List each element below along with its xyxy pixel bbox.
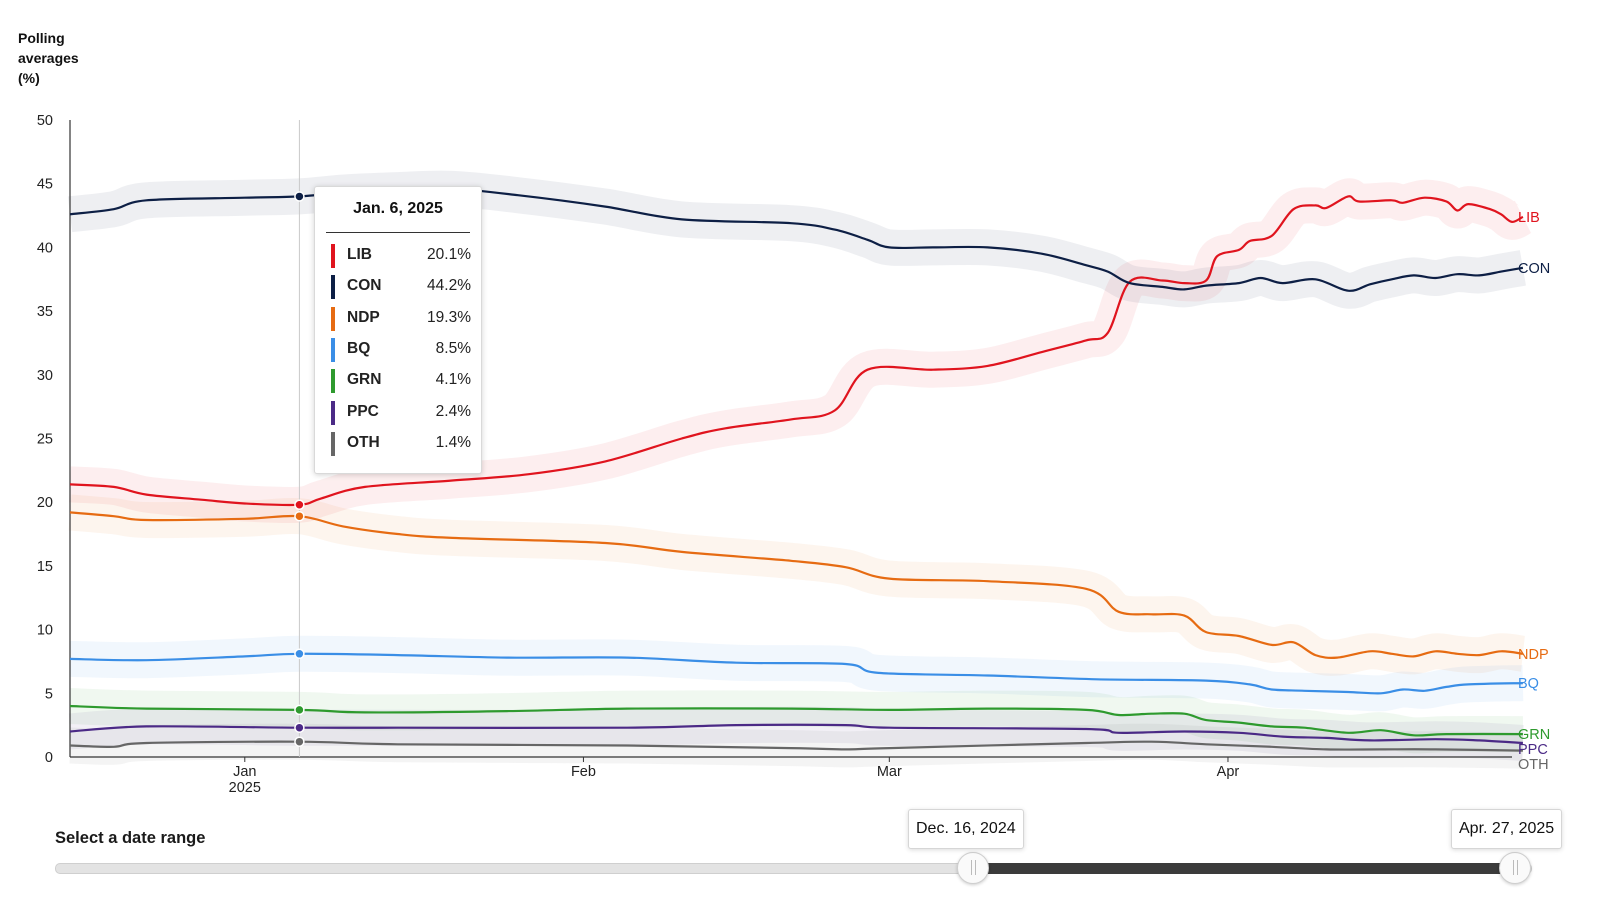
date-range-label: Select a date range (55, 829, 206, 847)
date-range-end-label: Apr. 27, 2025 (1451, 809, 1563, 849)
end-label-oth: OTH (1518, 757, 1549, 773)
date-range-selected (972, 863, 1515, 874)
tooltip-row-lib: LIB 20.1% (331, 243, 471, 268)
tooltip-row-grn: GRN 4.1% (331, 368, 471, 394)
tooltip-swatch (331, 431, 335, 456)
hover-dot-grn (294, 704, 305, 716)
x-tick-label: Apr (1217, 764, 1240, 780)
x-tick-label: Mar (877, 764, 902, 780)
tooltip-party: NDP (347, 308, 380, 326)
y-tick-label: 30 (37, 368, 53, 384)
tooltip-swatch (331, 306, 335, 331)
tooltip-swatch (331, 244, 335, 268)
hover-dot-lib (294, 499, 305, 510)
line-grn[interactable] (69, 704, 1523, 737)
y-axis-title-line-2: averages (18, 50, 79, 66)
x-tick-label: Feb (571, 764, 596, 780)
line-oth[interactable] (69, 740, 1523, 752)
hover-tooltip: Jan. 6, 2025 LIB 20.1% CON 44.2% NDP 19.3% BQ 8… (314, 186, 482, 474)
tooltip-value: 20.1% (427, 246, 471, 263)
tooltip-value: 44.2% (427, 277, 471, 295)
y-tick-label: 35 (37, 304, 53, 320)
y-tick-label: 5 (45, 686, 53, 702)
end-label-con: CON (1518, 261, 1550, 277)
tooltip-party: BQ (347, 339, 371, 357)
y-tick-label: 25 (37, 432, 53, 448)
line-ppc[interactable] (69, 723, 1523, 745)
tooltip-value: 2.4% (435, 402, 471, 420)
tooltip-row-bq: BQ 8.5% (331, 337, 471, 362)
hover-dot-bq (294, 648, 305, 660)
y-tick-label: 0 (45, 750, 53, 766)
tooltip-row-oth: OTH 1.4% (331, 431, 471, 456)
hover-dot-oth (294, 736, 305, 747)
tooltip-row-con: CON 44.2% (331, 274, 471, 300)
hover-dot-con (294, 191, 305, 202)
band-lib (69, 178, 1533, 524)
tooltip-party: PPC (347, 402, 379, 420)
y-tick-label: 45 (37, 177, 53, 193)
y-tick-label: 15 (37, 559, 53, 575)
tooltip-party: OTH (347, 433, 380, 451)
tooltip-value: 1.4% (435, 433, 471, 451)
tooltip-divider (326, 232, 470, 233)
x-tick-label: Jan (233, 764, 256, 780)
y-axis-title-line-1: Polling (18, 30, 65, 46)
tooltip-party: CON (347, 277, 382, 295)
x-tick-sublabel: 2025 (229, 780, 261, 796)
date-range-track[interactable] (55, 863, 1532, 874)
tooltip-swatch (331, 400, 335, 425)
y-axis-title-line-3: (%) (18, 70, 40, 86)
tooltip-row-ndp: NDP 19.3% (331, 306, 471, 331)
y-tick-label: 20 (37, 495, 53, 511)
end-label-ndp: NDP (1518, 647, 1549, 663)
tooltip-party: GRN (347, 371, 382, 389)
tooltip-party: LIB (347, 246, 372, 263)
end-label-bq: BQ (1518, 676, 1539, 692)
tooltip-swatch (331, 275, 335, 300)
tooltip-value: 8.5% (435, 339, 471, 357)
end-label-grn: GRN (1518, 727, 1550, 743)
date-range-end-handle[interactable] (1499, 852, 1531, 884)
line-ndp[interactable] (69, 511, 1524, 659)
tooltip-value: 4.1% (435, 371, 471, 389)
end-label-ppc: PPC (1518, 742, 1548, 758)
line-lib[interactable] (69, 195, 1524, 507)
tooltip-date: Jan. 6, 2025 (353, 200, 443, 217)
hover-dot-ndp (294, 510, 305, 522)
tooltip-value: 19.3% (427, 308, 471, 326)
line-bq[interactable] (69, 652, 1523, 695)
date-range-start-label: Dec. 16, 2024 (908, 809, 1024, 849)
end-label-lib: LIB (1518, 210, 1540, 226)
date-range-start-handle[interactable] (957, 852, 989, 884)
tooltip-swatch (331, 337, 335, 362)
y-tick-label: 10 (37, 623, 53, 639)
hover-dot-ppc (294, 722, 305, 733)
tooltip-row-ppc: PPC 2.4% (331, 400, 471, 425)
y-axis-title: Polling averages (%) (18, 28, 108, 88)
y-tick-label: 40 (37, 240, 53, 256)
tooltip-swatch (331, 369, 335, 394)
y-tick-label: 50 (37, 113, 53, 129)
